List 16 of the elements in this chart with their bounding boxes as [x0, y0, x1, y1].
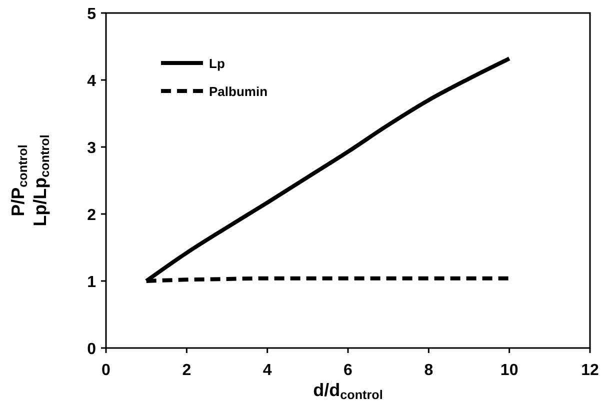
x-tick-label: 10 [500, 362, 518, 379]
y-tick-label: 2 [87, 207, 96, 224]
y-tick-label: 0 [87, 341, 96, 358]
legend-label: Lp [209, 56, 225, 71]
legend-label: Palbumin [209, 84, 268, 99]
y-tick-label: 1 [87, 274, 96, 291]
x-tick-label: 4 [262, 362, 272, 379]
x-tick-label: 0 [102, 362, 111, 379]
y-tick-label: 5 [87, 6, 96, 23]
x-axis-title: d/d$_{control}$ [313, 380, 383, 402]
y-tick-label: 4 [87, 73, 96, 90]
x-tick-label: 8 [424, 362, 434, 379]
x-tick-label: 12 [581, 362, 599, 379]
y-tick-label: 3 [87, 140, 96, 157]
x-tick-label: 6 [344, 362, 353, 379]
x-tick-label: 2 [182, 362, 192, 379]
